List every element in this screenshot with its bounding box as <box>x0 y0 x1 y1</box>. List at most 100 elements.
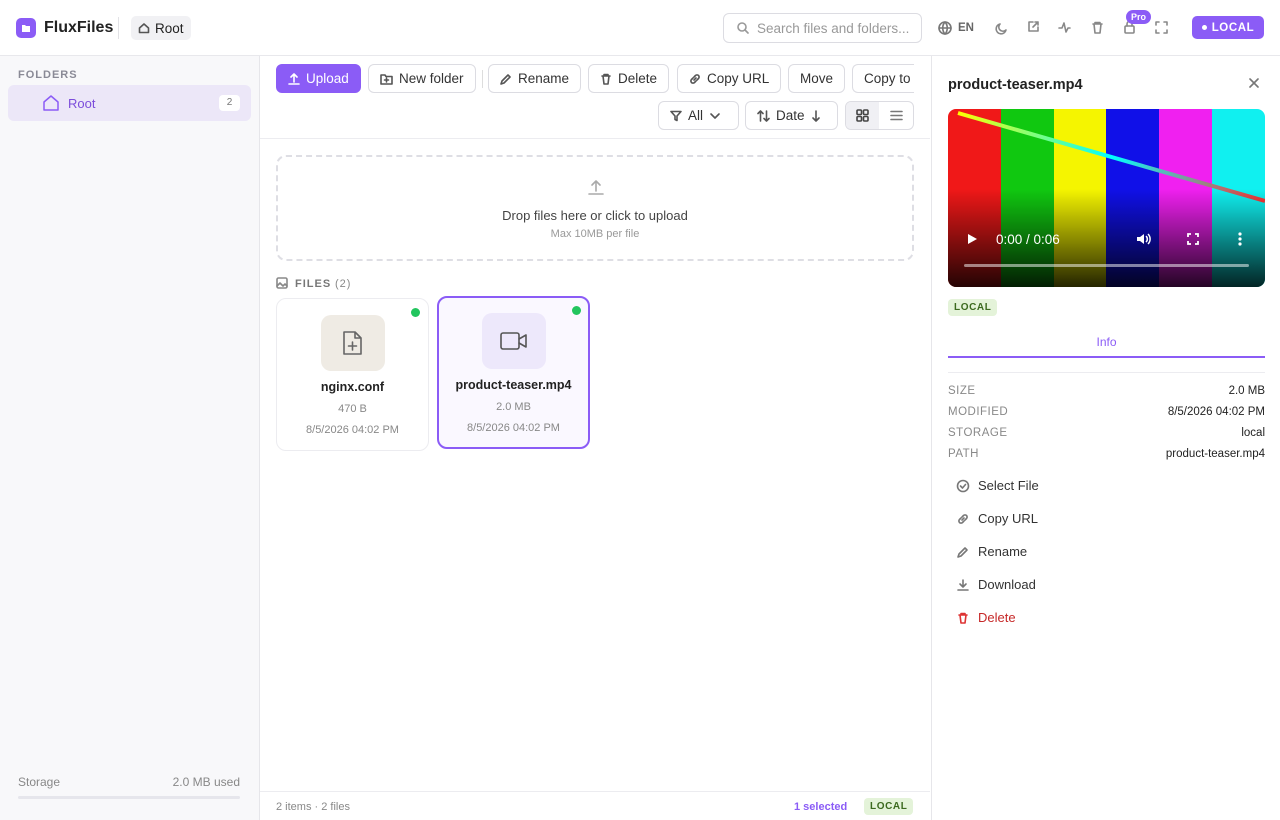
button-label: Delete <box>618 71 658 86</box>
dropzone-title: Drop files here or click to upload <box>502 208 688 223</box>
info-value: 2.0 MB <box>1228 385 1265 397</box>
close-button[interactable] <box>1249 78 1259 88</box>
status-dot <box>572 306 581 315</box>
storage-badge: LOCAL <box>948 299 998 316</box>
separator <box>118 17 119 39</box>
status-dot <box>1201 25 1207 30</box>
video-player[interactable]: 0:00 / 0:06 <box>948 109 1265 287</box>
main-panel: Upload New folder Rename Delete Copy URL… <box>260 56 931 820</box>
fullscreen-button[interactable] <box>1187 233 1199 245</box>
info-label: STORAGE <box>948 427 1008 439</box>
action-label: Rename <box>978 544 1028 559</box>
info-row: SIZE 2.0 MB <box>948 385 1265 397</box>
info-value: local <box>1241 427 1265 439</box>
trash-icon[interactable] <box>1091 21 1104 34</box>
file-card[interactable]: nginx.conf 470 B 8/5/2026 04:02 PM <box>276 298 429 451</box>
info-value: product-teaser.mp4 <box>1165 448 1265 460</box>
storage-badge: LOCAL <box>864 798 914 815</box>
action-label: Copy URL <box>978 511 1038 526</box>
more-button[interactable] <box>1238 232 1242 246</box>
button-label: New folder <box>399 71 464 86</box>
sort-label: Date <box>776 108 805 123</box>
detail-panel: product-teaser.mp4 0:00 / 0:06 LOCAL Inf… <box>931 56 1280 820</box>
grid-view-button[interactable] <box>846 102 880 129</box>
language: EN <box>958 22 974 34</box>
footer-divider <box>260 791 930 792</box>
volume-button[interactable] <box>1136 232 1152 246</box>
delete-action[interactable]: Delete <box>956 610 1016 625</box>
files-icon <box>276 277 288 289</box>
brand: FluxFiles <box>44 19 114 36</box>
breadcrumb-label: Root <box>155 20 184 36</box>
select-file-action[interactable]: Select File <box>956 478 1039 493</box>
delete-button[interactable]: Delete <box>588 64 670 93</box>
detail-title: product-teaser.mp4 <box>948 77 1083 93</box>
selected-count: 1 selected <box>794 801 848 813</box>
copy-to-button[interactable]: Copy to <box>852 64 914 93</box>
file-size: 470 B <box>338 403 367 415</box>
logo <box>16 18 36 38</box>
folder-item[interactable]: Root 2 <box>8 85 251 121</box>
info-tab[interactable]: Info <box>948 335 1265 358</box>
activity-icon[interactable] <box>1058 21 1071 34</box>
copy-url-button[interactable]: Copy URL <box>677 64 782 93</box>
button-label: Copy to <box>864 71 911 86</box>
button-label: Upload <box>306 71 349 86</box>
language-switch[interactable]: EN <box>938 21 974 35</box>
search-box[interactable]: Search files and folders... <box>723 13 922 43</box>
rename-button[interactable]: Rename <box>488 64 582 93</box>
download-action[interactable]: Download <box>956 577 1036 592</box>
move-button[interactable]: Move <box>788 64 846 93</box>
folder-count: 2 <box>219 95 240 111</box>
separator <box>482 70 483 88</box>
play-button[interactable] <box>966 233 978 245</box>
sidebar: FOLDERS Root 2 Storage 2.0 MB used <box>0 56 260 820</box>
info-label: SIZE <box>948 385 976 397</box>
dropzone-subtitle: Max 10MB per file <box>550 228 640 240</box>
action-label: Delete <box>978 610 1016 625</box>
pro-badge: Pro <box>1126 10 1152 24</box>
file-icon <box>482 313 546 369</box>
toolbar-divider <box>260 138 930 139</box>
storage-used: 2.0 MB used <box>172 775 240 789</box>
video-time: 0:00 / 0:06 <box>996 232 1060 247</box>
info-value: 8/5/2026 04:02 PM <box>1167 406 1265 418</box>
theme-toggle[interactable] <box>995 22 1008 35</box>
folder-name: Root <box>68 96 96 111</box>
dropzone[interactable]: Drop files here or click to upload Max 1… <box>276 155 914 261</box>
share-icon[interactable] <box>1027 20 1040 33</box>
file-card[interactable]: product-teaser.mp4 2.0 MB 8/5/2026 04:02… <box>437 296 590 449</box>
list-view-button[interactable] <box>879 102 913 129</box>
storage-label: Storage <box>18 775 61 789</box>
info-row: STORAGE local <box>948 427 1265 439</box>
files-label: FILES <box>295 278 332 290</box>
info-label: PATH <box>948 448 979 460</box>
storage-button[interactable]: LOCAL <box>1192 16 1264 39</box>
filter-label: All <box>688 108 704 123</box>
info-row: MODIFIED 8/5/2026 04:02 PM <box>948 406 1265 418</box>
button-label: Rename <box>518 71 570 86</box>
files-count: (2) <box>335 278 352 290</box>
breadcrumb[interactable]: Root <box>131 16 191 40</box>
search-placeholder: Search files and folders... <box>757 20 910 36</box>
action-label: Download <box>978 577 1036 592</box>
progress-bar[interactable] <box>964 264 1249 267</box>
fullscreen-icon[interactable] <box>1155 21 1168 34</box>
sort-button[interactable]: Date <box>745 101 838 130</box>
new-folder-button[interactable]: New folder <box>368 64 476 93</box>
info-label: MODIFIED <box>948 406 1009 418</box>
button-label: Move <box>800 71 834 86</box>
copy-url-action[interactable]: Copy URL <box>956 511 1038 526</box>
info-row: PATH product-teaser.mp4 <box>948 448 1265 460</box>
storage-label: LOCAL <box>1211 21 1255 34</box>
filter-button[interactable]: All <box>658 101 739 130</box>
view-toggle <box>845 101 914 130</box>
file-icon <box>321 315 385 371</box>
status-dot <box>411 308 420 317</box>
file-date: 8/5/2026 04:02 PM <box>306 424 399 436</box>
rename-action[interactable]: Rename <box>956 544 1027 559</box>
file-name: nginx.conf <box>320 380 385 394</box>
storage-bar <box>18 796 240 799</box>
upload-button[interactable]: Upload <box>276 64 361 93</box>
